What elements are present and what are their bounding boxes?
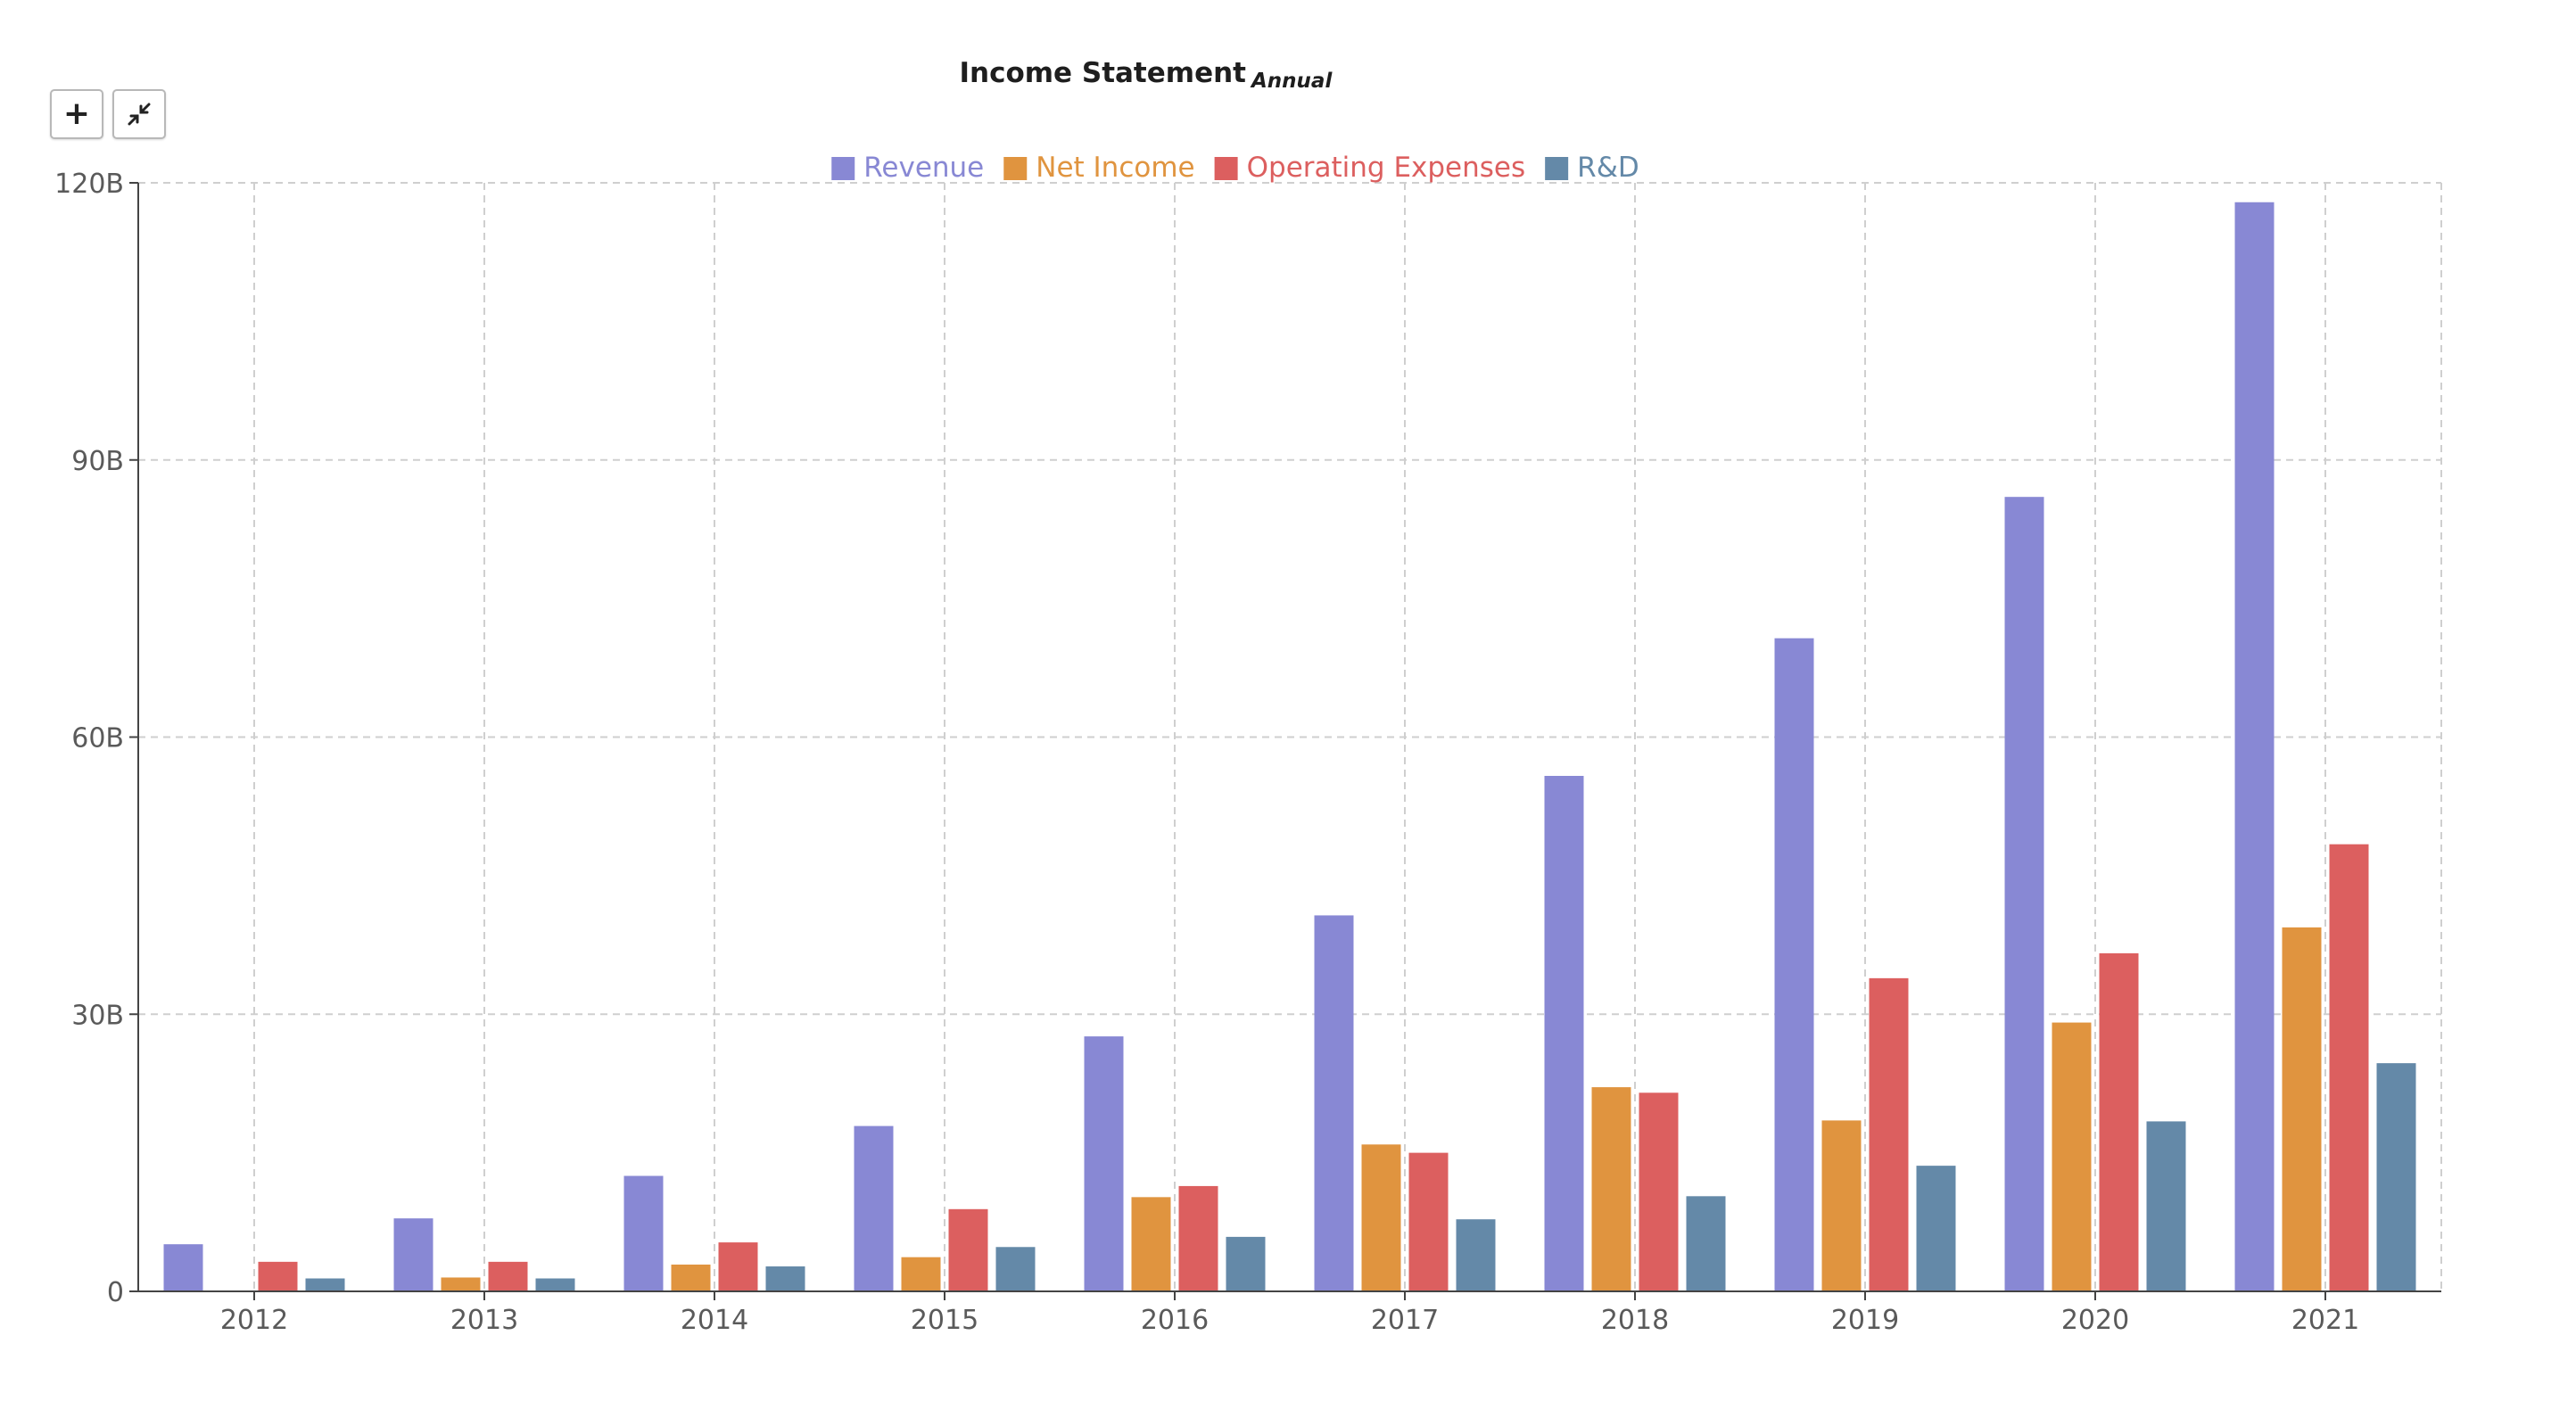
bar-r-d-2012: [305, 1278, 345, 1291]
bar-revenue-2020: [2004, 497, 2044, 1291]
bar-r-d-2018: [1686, 1196, 1726, 1291]
bar-net-income-2021: [2282, 927, 2322, 1291]
legend-label: Net Income: [1036, 152, 1194, 184]
bar-operating-expenses-2019: [1869, 977, 1909, 1291]
y-tick-label: 30B: [71, 1000, 124, 1031]
legend-label: R&D: [1577, 152, 1639, 184]
legend-swatch: [1214, 157, 1238, 180]
legend-item: Net Income: [1003, 152, 1195, 184]
bar-operating-expenses-2014: [718, 1242, 758, 1291]
x-tick-label: 2019: [1831, 1305, 1899, 1336]
bar-operating-expenses-2020: [2099, 952, 2139, 1291]
bar-revenue-2014: [623, 1175, 664, 1291]
legend-swatch: [1545, 157, 1569, 180]
bar-operating-expenses-2013: [488, 1261, 528, 1291]
bar-series: [163, 202, 2416, 1292]
bar-r-d-2020: [2146, 1121, 2186, 1291]
bar-operating-expenses-2018: [1639, 1092, 1679, 1291]
bar-revenue-2019: [1774, 638, 1814, 1291]
x-tick-label: 2017: [1371, 1305, 1439, 1336]
x-tick-label: 2013: [450, 1305, 518, 1336]
chart-title: Income Statement: [959, 57, 1246, 89]
chart-toolbar: +: [50, 89, 166, 139]
bar-net-income-2018: [1591, 1087, 1631, 1291]
y-tick-label: 0: [107, 1277, 124, 1308]
bar-net-income-2019: [1821, 1120, 1862, 1291]
y-tick-label: 120B: [54, 169, 124, 200]
bar-net-income-2013: [441, 1277, 481, 1291]
bar-revenue-2021: [2234, 202, 2275, 1292]
bar-net-income-2020: [2052, 1022, 2092, 1291]
x-tick-label: 2018: [1601, 1305, 1669, 1336]
legend-item: R&D: [1545, 152, 1639, 184]
bar-operating-expenses-2017: [1408, 1152, 1449, 1291]
legend-label: Operating Expenses: [1247, 152, 1526, 184]
grid-lines: [138, 182, 2442, 1291]
legend-label: Revenue: [863, 152, 984, 184]
bar-net-income-2015: [901, 1257, 941, 1291]
bar-revenue-2018: [1544, 776, 1584, 1291]
bar-r-d-2013: [535, 1278, 575, 1291]
bar-revenue-2013: [393, 1218, 433, 1291]
bar-r-d-2015: [995, 1247, 1036, 1291]
legend: Revenue Net Income Operating Expenses R&D: [831, 152, 1639, 184]
bar-operating-expenses-2015: [948, 1208, 988, 1291]
x-tick-label: 2020: [2061, 1305, 2129, 1336]
tick-labels: 0 30B 60B 90B 120B 2012 2013 2014 2015 2016 2017 20…: [54, 169, 2359, 1336]
plus-icon: +: [62, 95, 91, 132]
bar-net-income-2014: [671, 1264, 711, 1291]
bar-r-d-2021: [2376, 1063, 2416, 1291]
bar-operating-expenses-2012: [258, 1261, 298, 1291]
axes: [129, 182, 2441, 1300]
bar-revenue-2016: [1084, 1036, 1124, 1291]
bar-r-d-2019: [1916, 1166, 1956, 1291]
bar-net-income-2017: [1361, 1144, 1401, 1291]
bar-net-income-2016: [1131, 1197, 1171, 1291]
zoom-in-button[interactable]: +: [50, 89, 103, 139]
x-tick-label: 2021: [2291, 1305, 2359, 1336]
collapse-arrows-icon: [128, 103, 151, 126]
bar-r-d-2014: [765, 1266, 805, 1291]
x-tick-label: 2012: [220, 1305, 288, 1336]
bar-r-d-2016: [1226, 1236, 1266, 1291]
bar-operating-expenses-2021: [2329, 844, 2369, 1291]
chart-subtitle: Annual: [1250, 70, 1333, 93]
x-tick-label: 2015: [911, 1305, 978, 1336]
bar-operating-expenses-2016: [1178, 1185, 1218, 1291]
legend-item: Revenue: [831, 152, 984, 184]
bar-r-d-2017: [1456, 1219, 1496, 1291]
legend-swatch: [1003, 157, 1028, 180]
y-tick-label: 90B: [71, 446, 124, 477]
bar-revenue-2012: [163, 1244, 203, 1291]
x-tick-label: 2014: [681, 1305, 748, 1336]
legend-swatch: [831, 157, 855, 180]
bar-revenue-2015: [854, 1125, 894, 1291]
bar-revenue-2017: [1314, 915, 1354, 1291]
x-tick-label: 2016: [1141, 1305, 1209, 1336]
y-tick-label: 60B: [71, 723, 124, 754]
reset-zoom-button[interactable]: [112, 89, 166, 139]
legend-item: Operating Expenses: [1214, 152, 1526, 184]
